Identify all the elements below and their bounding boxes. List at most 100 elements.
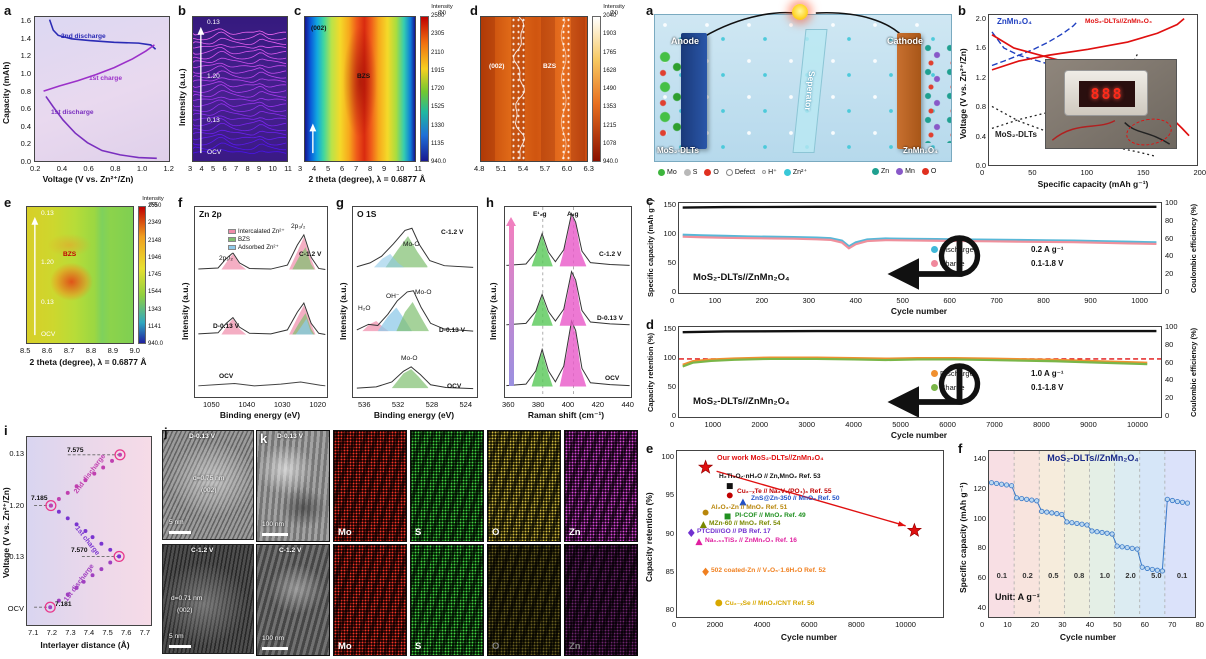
re-x-axis-label: Cycle number — [780, 632, 838, 642]
a-curve-label-1st-charge: 1st charge — [89, 75, 122, 82]
legend-o2-label: O — [930, 168, 937, 175]
e-colorbar-ticks: 2550 2349 2148 1946 1745 1544 1343 1141 940.0 — [148, 203, 164, 347]
rb-plot-area: ZnMn₂O₄ MoS₂-DLTs//ZnMn₂O₄ MoS₂-DLTs 888 — [988, 14, 1198, 166]
j-bottom-dspacing: d=0.71 nm — [171, 595, 203, 602]
d-speckle-band-2 — [561, 17, 571, 161]
h-trace-d: D-0.13 V — [597, 315, 624, 322]
rd-left-y-ticks: 150 100 50 0 — [663, 324, 676, 420]
c-plot-area: (002) BZS — [304, 16, 416, 162]
rc-right-y-ticks: 100 80 60 40 20 0 — [1165, 198, 1178, 296]
k-map-mo-charged: Mo — [333, 544, 407, 656]
j-bottom-state: C-1.2 V — [191, 547, 214, 554]
j-top-scalebar — [169, 531, 191, 534]
c-time-arrow — [309, 123, 317, 154]
k-row2-scale-label: 100 nm — [262, 635, 284, 642]
re-entry-ref16: Na₀.₆₃TiS₂ // ZnMn₂O₄ Ref. 16 — [705, 537, 797, 544]
h-x-ticks: 360 380 400 420 440 — [502, 400, 634, 409]
rc-legend-charge: Charge — [931, 259, 965, 268]
rd-rate-label: 1.0 A g⁻¹ — [1031, 369, 1064, 378]
rf-rate-1: 0.2 — [1022, 571, 1033, 580]
panel-label-g: g — [336, 195, 344, 210]
rc-x-axis-label: Cycle number — [890, 306, 948, 316]
mo-atom-icon — [658, 168, 665, 176]
anode-legend: Mo S O Defect H⁺ Zn²⁺ — [658, 168, 807, 176]
f-legend-label-0: Intercalated Zn²⁺ — [238, 228, 285, 235]
c-colorbar — [420, 16, 429, 162]
g-plot-area: O 1S C-1.2 V Mo-O H₂O OH⁻ Mo-O D-0.13 V … — [352, 206, 478, 398]
e-plot-area: 0.13 1.20 0.13 OCV BZS — [26, 206, 134, 344]
panel-rb-voltage-capacity: b Voltage (V vs. Zn²⁺/Zn) 2.0 1.6 1.2 0.8 0.… — [958, 4, 1206, 194]
re-y-axis-label: Capacity retention (%) — [644, 492, 654, 582]
c-x-ticks: 3 4 5 6 7 8 9 10 11 — [298, 164, 422, 173]
legend-s-label: S — [692, 168, 698, 176]
d-colorbar-ticks: 2040 1903 1765 1628 1490 1353 1215 1078 940.0 — [603, 13, 619, 165]
rc-plot-area: Discharge Charge 0.2 A g⁻¹ 0.1-1.8 V MoS… — [678, 202, 1162, 294]
legend-s: S — [683, 168, 698, 176]
panel-re-comparison: e Capacity retention (%) 100 95 90 85 80 Our… — [644, 442, 958, 659]
b-state-1: 1.20 — [207, 73, 220, 80]
d-peak-trace — [512, 17, 567, 160]
re-entry-ref17: PTCDI//GO // PB Ref. 17 — [697, 528, 771, 535]
zn-ion-icon — [783, 168, 791, 176]
g-y-axis-label: Intensity (a.u.) — [338, 282, 348, 340]
c-plane-annotation: (002) — [311, 25, 327, 32]
b-state-0: 0.13 — [207, 19, 220, 26]
zn-atom-icon — [872, 168, 879, 175]
g-moo-bottom: Mo-O — [401, 355, 418, 362]
a-x-axis-label: Voltage (V vs. Zn²⁺/Zn) — [42, 174, 134, 184]
legend-o: O — [704, 168, 719, 176]
d-x-ticks: 4.8 5.1 5.4 5.7 6.0 6.3 — [474, 164, 594, 173]
rf-rate-7: 0.1 — [1176, 571, 1188, 580]
k-label-o: O — [492, 527, 500, 538]
legend-mn: Mn — [896, 168, 915, 175]
panel-j-hrtem: j D-0.13 V d=0.75 nm (002) 5 nm C-1.2 V … — [162, 424, 254, 658]
panel-label-e: e — [4, 195, 12, 210]
e-state-3: OCV — [41, 331, 56, 338]
rd-window-label: 0.1-1.8 V — [1031, 383, 1064, 392]
rf-title: MoS₂-DLTs//ZnMn₂O₄ — [1047, 453, 1139, 463]
f-legend: Intercalated Zn²⁺ BZS Adsorbed Zn²⁺ — [227, 227, 286, 253]
rb-demo-photo: 888 — [1045, 59, 1177, 149]
legend-mo-label: Mo — [667, 168, 677, 176]
rc-x-ticks: 0 100 200 300 400 500 600 700 800 900 1000 — [670, 296, 1148, 305]
e-colorbar — [138, 206, 146, 344]
cathode-legend: Zn Mn O — [872, 168, 936, 175]
rb-label-full: MoS₂-DLTs//ZnMn₂O₄ — [1085, 18, 1152, 25]
rc-discharge-marker — [931, 246, 938, 253]
rb-y-axis-label: Voltage (V vs. Zn²⁺/Zn) — [958, 48, 968, 140]
rd-legend-charge: Charge — [931, 383, 965, 392]
f-peak-2p32: 2p₃/₂ — [291, 223, 306, 230]
rc-legend-charge-item: Charge — [931, 259, 965, 268]
k-row2-scalebar — [262, 647, 288, 650]
rd-right-y-ticks: 100 80 60 40 20 0 — [1165, 322, 1178, 420]
g-moo-mid: Mo-O — [415, 289, 432, 296]
rf-unit-label: Unit: A g⁻¹ — [995, 592, 1040, 602]
i-state-ticks: 0.13 1.20 0.13 OCV — [7, 449, 24, 613]
rb-inset-wires — [1051, 119, 1171, 145]
rb-label-znmn: ZnMn₂O₄ — [997, 17, 1032, 26]
d-plot-area: (002) BZS — [480, 16, 588, 162]
rc-window-label: 0.1-1.8 V — [1031, 259, 1064, 268]
h-trace-ocv: OCV — [605, 375, 620, 382]
a-y-ticks: 1.6 1.4 1.2 1.0 0.8 0.6 0.4 0.2 0.0 — [20, 16, 31, 166]
rf-plot-area: MoS₂-DLTs//ZnMn₂O₄ 0.1 0.2 0.5 0.8 1.0 2… — [988, 450, 1196, 618]
h-gradient-arrow — [509, 226, 514, 386]
rc-left-y-ticks: 150 100 50 0 — [663, 200, 676, 296]
g-h2o: H₂O — [358, 305, 371, 312]
legend-o2: O — [921, 168, 937, 175]
h-x-axis-label: Raman shift (cm⁻¹) — [527, 410, 605, 420]
j-top-dspacing: d=0.75 nm — [193, 475, 225, 482]
rf-rate-4: 1.0 — [1099, 571, 1111, 580]
rb-x-axis-label: Specific capacity (mAh g⁻¹) — [1037, 179, 1149, 189]
b-state-2: 0.13 — [207, 117, 220, 124]
g-chart — [356, 227, 474, 390]
rc-left-axis-indicator — [887, 235, 981, 290]
panel-label-re: e — [646, 441, 654, 456]
c-x-axis-label: 2 theta (degree), λ = 0.6877 Å — [308, 174, 426, 184]
i-plot-area: 7.575 7.185 7.570 7.181 2nd discharge 1s… — [26, 436, 152, 626]
rc-charge-label: Charge — [940, 259, 965, 268]
k-map-s-discharged: S — [410, 430, 484, 542]
s-atom-icon — [683, 168, 691, 176]
j-top-plane: (002) — [201, 487, 217, 494]
k-label-s-2: S — [415, 641, 422, 652]
